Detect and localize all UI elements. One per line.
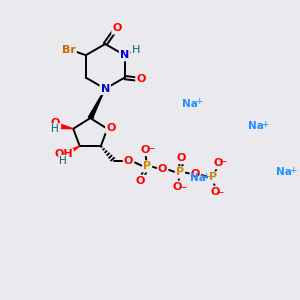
Text: −: −: [147, 144, 155, 154]
Text: Br: Br: [62, 45, 76, 55]
Text: N: N: [120, 50, 129, 60]
Text: O: O: [106, 123, 116, 133]
Text: +: +: [261, 120, 268, 129]
Text: OH: OH: [54, 149, 73, 160]
Text: Na: Na: [276, 167, 292, 177]
Text: O: O: [141, 145, 150, 155]
Text: O: O: [112, 23, 122, 34]
Polygon shape: [60, 124, 73, 129]
Text: Na: Na: [190, 173, 206, 183]
Polygon shape: [67, 146, 80, 154]
Text: O: O: [124, 156, 133, 166]
Text: +: +: [289, 166, 296, 175]
Text: −: −: [216, 188, 225, 198]
Text: O: O: [214, 158, 223, 168]
Text: O: O: [51, 118, 60, 128]
Text: H: H: [59, 156, 67, 166]
Text: −: −: [178, 183, 187, 193]
Text: P: P: [176, 167, 184, 177]
Text: O: O: [211, 187, 220, 197]
Text: +: +: [202, 172, 210, 181]
Text: H: H: [132, 45, 140, 55]
Text: P: P: [209, 172, 217, 182]
Text: O: O: [136, 74, 146, 84]
Text: −: −: [219, 157, 228, 167]
Text: O: O: [191, 169, 200, 179]
Text: O: O: [177, 153, 186, 163]
Text: N: N: [100, 84, 110, 94]
Text: Na: Na: [248, 121, 264, 131]
Text: +: +: [195, 98, 202, 106]
Text: O: O: [136, 176, 145, 186]
Text: O: O: [158, 164, 167, 174]
Text: H: H: [51, 124, 59, 134]
Polygon shape: [88, 89, 105, 119]
Text: O: O: [173, 182, 182, 192]
Text: P: P: [143, 161, 151, 171]
Text: Na: Na: [182, 99, 198, 109]
